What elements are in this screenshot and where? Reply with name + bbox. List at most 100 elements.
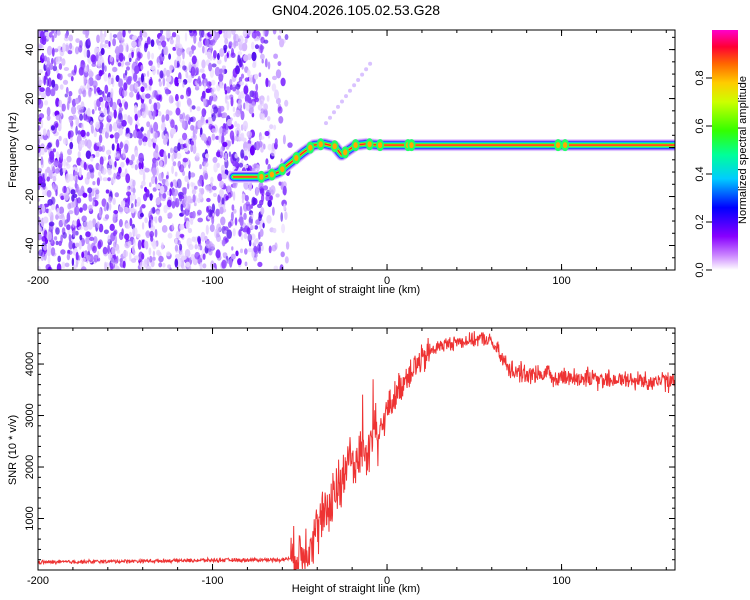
noise-speck bbox=[43, 229, 48, 239]
noise-speck bbox=[116, 266, 120, 270]
noise-speck bbox=[183, 193, 187, 204]
noise-speck bbox=[123, 82, 128, 91]
noise-speck bbox=[74, 205, 80, 216]
noise-speck bbox=[64, 32, 69, 39]
noise-speck bbox=[55, 139, 60, 148]
noise-speck bbox=[80, 129, 86, 138]
noise-speck bbox=[232, 228, 236, 237]
noise-speck bbox=[96, 177, 100, 186]
noise-speck bbox=[148, 78, 153, 86]
noise-speck bbox=[187, 75, 192, 84]
noise-speck bbox=[155, 197, 161, 206]
noise-speck bbox=[61, 103, 66, 112]
noise-speck bbox=[260, 207, 265, 215]
streak-speck bbox=[328, 115, 332, 120]
noise-speck bbox=[107, 235, 111, 243]
noise-speck bbox=[132, 238, 136, 247]
noise-speck bbox=[213, 162, 218, 173]
noise-speck bbox=[221, 170, 225, 178]
noise-speck bbox=[136, 233, 141, 238]
noise-speck bbox=[39, 209, 43, 215]
noise-speck bbox=[284, 34, 289, 40]
noise-speck bbox=[79, 113, 84, 121]
noise-speck bbox=[38, 144, 41, 154]
noise-speck bbox=[206, 197, 211, 203]
noise-speck bbox=[226, 184, 231, 194]
noise-speck bbox=[92, 80, 98, 88]
ridge-blob-core bbox=[409, 142, 414, 149]
noise-speck bbox=[199, 164, 202, 170]
noise-speck bbox=[206, 51, 212, 56]
noise-speck bbox=[51, 35, 55, 43]
noise-speck bbox=[136, 202, 140, 207]
noise-speck bbox=[170, 181, 174, 188]
noise-speck bbox=[111, 74, 115, 85]
y-tick-label: 0 bbox=[24, 144, 36, 150]
noise-speck bbox=[46, 106, 51, 117]
noise-speck bbox=[56, 30, 61, 36]
noise-speck bbox=[175, 197, 180, 208]
noise-speck bbox=[44, 171, 47, 181]
noise-speck bbox=[202, 253, 206, 260]
noise-speck bbox=[195, 67, 200, 76]
noise-speck bbox=[265, 77, 269, 88]
spectrogram-frame bbox=[37, 29, 676, 271]
noise-speck bbox=[100, 47, 105, 56]
noise-speck bbox=[138, 77, 142, 82]
noise-speck bbox=[265, 194, 271, 202]
noise-speck bbox=[270, 185, 276, 195]
noise-speck bbox=[209, 243, 215, 250]
noise-speck bbox=[119, 141, 123, 149]
noise-speck bbox=[142, 141, 147, 147]
noise-speck bbox=[282, 185, 287, 196]
noise-speck bbox=[46, 176, 50, 182]
noise-speck bbox=[224, 94, 228, 104]
noise-speck bbox=[107, 170, 112, 176]
noise-speck bbox=[205, 88, 211, 94]
noise-speck bbox=[185, 137, 190, 148]
noise-speck bbox=[40, 182, 46, 188]
noise-speck bbox=[165, 179, 169, 187]
noise-speck bbox=[217, 59, 222, 65]
noise-speck bbox=[41, 204, 46, 214]
noise-speck bbox=[216, 52, 220, 61]
noise-speck bbox=[59, 84, 64, 90]
noise-speck bbox=[133, 72, 138, 82]
noise-speck bbox=[240, 73, 245, 79]
noise-speck bbox=[48, 208, 52, 218]
noise-speck bbox=[79, 207, 83, 213]
noise-speck bbox=[173, 191, 176, 201]
noise-speck bbox=[219, 151, 224, 156]
noise-speck bbox=[81, 215, 87, 223]
noise-speck bbox=[156, 210, 161, 216]
noise-speck bbox=[182, 81, 185, 88]
noise-speck bbox=[152, 65, 156, 76]
noise-speck bbox=[87, 88, 92, 98]
y-tick-label: 4000 bbox=[24, 352, 36, 376]
noise-speck bbox=[112, 34, 118, 39]
noise-speck bbox=[96, 142, 101, 147]
noise-speck bbox=[127, 194, 130, 205]
noise-speck bbox=[181, 120, 186, 129]
noise-speck bbox=[238, 35, 244, 45]
noise-speck bbox=[118, 44, 124, 54]
noise-speck bbox=[38, 43, 43, 49]
noise-speck bbox=[221, 132, 225, 143]
noise-speck bbox=[195, 125, 198, 135]
noise-speck bbox=[218, 127, 224, 136]
noise-speck bbox=[174, 244, 179, 252]
noise-speck bbox=[154, 132, 158, 139]
noise-speck bbox=[192, 210, 196, 219]
noise-speck bbox=[218, 73, 224, 82]
noise-speck bbox=[153, 102, 158, 111]
noise-speck bbox=[86, 79, 90, 84]
noise-speck bbox=[52, 148, 57, 153]
noise-speck bbox=[212, 192, 218, 198]
streak-speck bbox=[368, 61, 373, 66]
noise-speck bbox=[167, 152, 171, 159]
spectrogram-ridge bbox=[227, 137, 675, 183]
noise-speck bbox=[140, 64, 144, 71]
noise-speck bbox=[88, 204, 93, 212]
noise-speck bbox=[96, 87, 101, 93]
noise-speck bbox=[143, 42, 148, 53]
